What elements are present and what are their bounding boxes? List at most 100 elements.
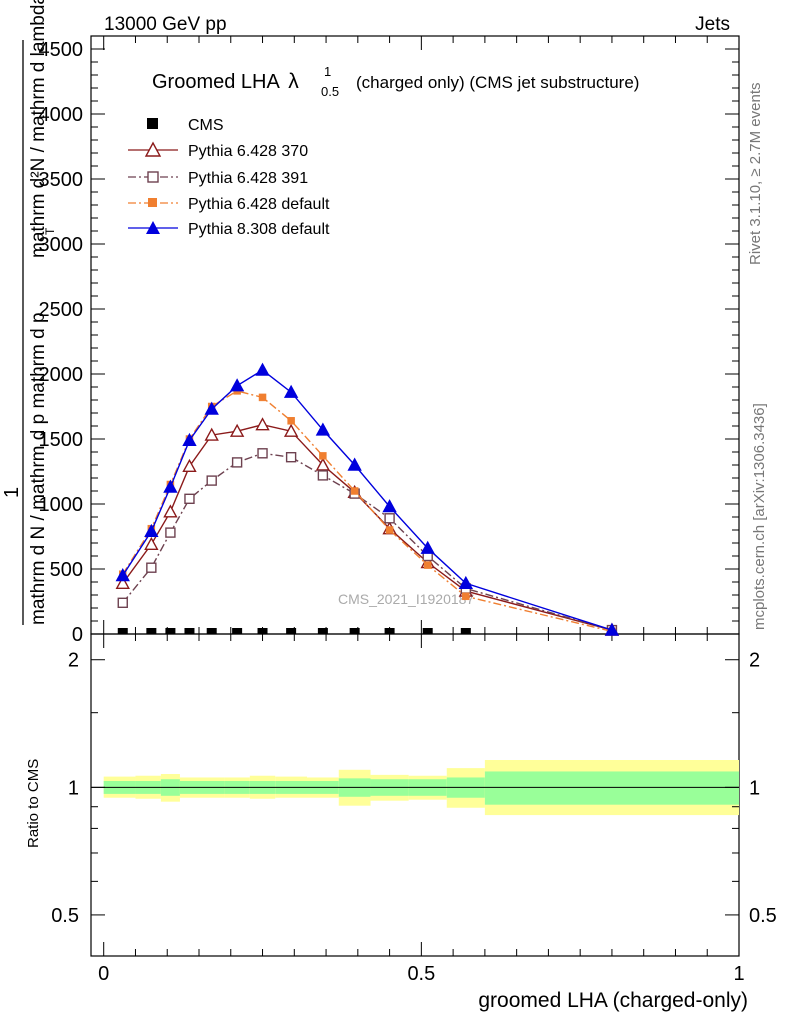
cms-data-point [206,628,217,634]
series-point [315,422,331,436]
series-point [604,622,620,636]
legend-marker-p6-391 [147,171,159,183]
ratio-tick-label-right: 1 [749,777,760,799]
chart-title-main: Groomed LHA [152,71,280,93]
chart-title: Groomed LHA λ [152,70,299,93]
chart-title-symbol: λ [288,70,299,93]
cms-data-point [460,628,471,634]
cms-data-point [232,628,243,634]
series-point [319,452,327,460]
cms-data-point [384,628,395,634]
series-layer [115,362,620,636]
series-point [423,561,432,569]
series-point [347,457,362,471]
chart-title-rest: (charged only) (CMS jet substructure) [356,73,639,92]
series-point [255,362,270,376]
cms-data-point [349,628,360,634]
series-point [384,513,395,524]
x-tick-label: 0.5 [407,963,435,985]
y-tick-label: 2500 [39,299,84,321]
ratio-tick-label-left: 2 [68,650,79,672]
y-tick-label: 500 [50,559,83,581]
series-point [115,575,130,589]
series-point [317,470,329,481]
y-tick-label: 4500 [39,39,84,61]
x-tick-label: 0 [98,963,109,985]
y-tick-label: 0 [72,624,83,646]
series-point [144,523,159,537]
series-point [287,417,295,425]
series-line [122,423,613,631]
x-tick-label: 1 [733,963,744,985]
y-axis-label: 1 mathrm d N / mathrm d p mathrm d p mat… [1,0,57,625]
y-axis-label-numerator: 1 [1,487,23,498]
ratio-y-axis-label: Ratio to CMS [25,759,42,848]
series-point [458,575,474,589]
chart-title-subscript: 0.5 [321,84,339,99]
legend-marker-p6-370 [144,141,162,157]
series-point [350,487,359,495]
series-point [206,475,217,486]
ratio-tick-label-right: 2 [749,650,760,672]
series-line [122,369,613,631]
series-point [258,393,267,402]
series-point [285,452,297,463]
series-point [315,457,331,471]
legend-label-p6-default: Pythia 6.428 default [188,196,330,213]
series-point [182,432,197,446]
series-point [420,540,435,554]
series-point [385,526,394,534]
series-line [122,452,613,631]
cms-data-point [165,628,176,634]
cms-data-layer [117,628,471,634]
legend: CMS Pythia 6.428 370 Pythia 6.428 391 Py… [128,117,330,238]
cms-data-point [422,628,433,634]
y-tick-label: 2000 [39,364,84,386]
chart-title-superscript: 1 [324,64,331,79]
y-tick-label: 3500 [39,169,84,191]
analysis-watermark: CMS_2021_I1920187 [338,591,474,607]
rivet-label: Rivet 3.1.10, ≥ 2.7M events [747,83,764,266]
series-point [163,479,178,493]
legend-label-p6-391: Pythia 6.428 391 [188,170,308,187]
y-axis-label-sub: T [43,227,57,235]
axis-ticks: 0 0.5 1 0 500 1000 1500 2000 2500 3000 3500 4000 450… [39,36,777,985]
series-point [117,597,128,608]
ratio-tick-label-right: 0.5 [749,905,777,927]
cms-data-point [146,628,157,634]
series-point [283,384,299,398]
y-tick-label: 4000 [39,104,84,126]
ratio-stat-band [484,771,739,805]
cms-data-point [117,628,128,634]
series-point [146,562,157,573]
legend-label-p8-default: Pythia 8.308 default [188,221,330,238]
legend-label-p6-370: Pythia 6.428 370 [188,143,308,160]
legend-marker-p6-default [148,198,157,207]
series-point [231,457,243,468]
y-tick-label: 1000 [39,494,84,516]
series-point [163,504,178,518]
ratio-tick-label-left: 0.5 [51,905,79,927]
mcplots-label: mcplots.cern.ch [arXiv:1306.3436] [751,403,768,630]
series-point [229,423,245,437]
y-tick-label: 1500 [39,429,84,451]
series-point [257,448,268,459]
cms-data-point [286,628,297,634]
series-point [283,423,299,437]
process-label: Jets [695,14,730,35]
series-point [182,458,197,472]
y-axis-label-denominator-2: mathrm d²N / mathrm d lambda [28,0,49,258]
legend-marker-cms [147,118,158,129]
x-axis-label: groomed LHA (charged-only) [478,989,748,1012]
cms-data-point [317,628,328,634]
series-point [382,499,397,513]
legend-label-cms: CMS [188,117,224,134]
series-point [255,417,270,431]
legend-marker-p8-default [146,221,160,234]
ratio-tick-label-left: 1 [68,777,79,799]
y-tick-label: 3000 [39,234,84,256]
series-point [184,493,195,504]
series-point [144,536,159,550]
y-axis-label-denominator-1: mathrm d N / mathrm d p mathrm d p [28,312,49,625]
